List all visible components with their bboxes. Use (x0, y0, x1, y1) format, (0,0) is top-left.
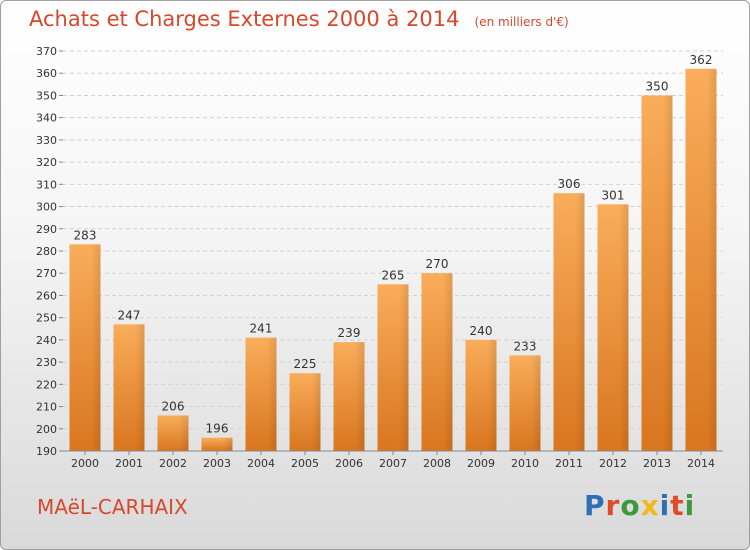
logo-letter: r (605, 489, 621, 522)
x-tick-label: 2005 (291, 457, 319, 470)
y-tick-label: 280 (36, 245, 57, 258)
x-tick-label: 2013 (643, 457, 671, 470)
data-label: 301 (602, 188, 625, 202)
y-tick-label: 240 (36, 334, 57, 347)
y-tick-label: 210 (36, 401, 57, 414)
data-label: 225 (294, 357, 317, 371)
y-tick-label: 360 (36, 67, 57, 80)
data-labels: 283 247 206 196 241 225 239 265 270 240 233 306 301 3… (74, 53, 713, 436)
bar-shade (289, 373, 321, 451)
data-label: 247 (118, 308, 141, 322)
bar-shade (377, 284, 409, 451)
x-tick-label: 2000 (71, 457, 99, 470)
bar-shade (641, 95, 673, 451)
x-tick-label: 2012 (599, 457, 627, 470)
x-tick-label: 2008 (423, 457, 451, 470)
x-tick-label: 2007 (379, 457, 407, 470)
y-tick-label: 310 (36, 178, 57, 191)
y-tick-label: 250 (36, 312, 57, 325)
y-tick-label: 290 (36, 223, 57, 236)
x-tick-label: 2009 (467, 457, 495, 470)
chart-subtitle: (en milliers d'€) (474, 15, 569, 29)
bar-shade (421, 273, 453, 451)
data-label: 283 (74, 228, 97, 242)
y-tick-label: 200 (36, 423, 57, 436)
data-label: 306 (558, 177, 581, 191)
data-label: 240 (470, 324, 493, 338)
y-tick-label: 260 (36, 289, 57, 302)
y-tick-label: 370 (36, 45, 57, 58)
y-tick-label: 230 (36, 356, 57, 369)
y-tick-label: 340 (36, 112, 57, 125)
bar-shade (465, 339, 497, 451)
chart-title: Achats et Charges Externes 2000 à 2014 (29, 7, 460, 31)
bar-shade (509, 355, 541, 451)
logo-letter: o (620, 489, 641, 522)
logo-letter: t (670, 489, 685, 522)
x-tick-label: 2006 (335, 457, 363, 470)
x-axis-ticks: 2000 2001 2002 2003 2004 2005 2006 2007 2008 2009… (71, 451, 715, 470)
y-tick-label: 220 (36, 378, 57, 391)
y-axis-ticks: 190 200 210 220 230 240 250 260 270 280 290 300 310 3… (36, 45, 63, 458)
x-tick-label: 2004 (247, 457, 275, 470)
bar-shade (113, 324, 145, 451)
y-tick-label: 330 (36, 134, 57, 147)
bars (69, 68, 717, 452)
bar-shade (597, 204, 629, 451)
bar-shade (553, 193, 585, 451)
y-tick-label: 320 (36, 156, 57, 169)
logo-letter: i (659, 489, 671, 522)
x-tick-label: 2011 (555, 457, 583, 470)
x-tick-label: 2010 (511, 457, 539, 470)
data-label: 362 (690, 53, 713, 67)
data-label: 350 (646, 79, 669, 93)
data-label: 270 (426, 257, 449, 271)
data-label: 265 (382, 268, 405, 282)
x-tick-label: 2003 (203, 457, 231, 470)
bar-shade (685, 68, 717, 452)
y-tick-label: 350 (36, 89, 57, 102)
bar-shade (201, 437, 233, 451)
logo-letter: x (640, 489, 660, 522)
bar-shade (245, 337, 277, 451)
title-block: Achats et Charges Externes 2000 à 2014 (… (29, 7, 569, 31)
bar-shade (157, 415, 189, 451)
data-label: 239 (338, 326, 361, 340)
bar-shade (69, 244, 101, 451)
x-tick-label: 2001 (115, 457, 143, 470)
commune-name: MAëL-CARHAIX (37, 495, 188, 519)
bar-shade (333, 342, 365, 451)
y-tick-label: 300 (36, 201, 57, 214)
y-tick-label: 270 (36, 267, 57, 280)
logo-letter: P (584, 489, 606, 522)
data-label: 233 (514, 339, 537, 353)
logo-letter: i (684, 489, 696, 522)
data-label: 241 (250, 322, 273, 336)
x-tick-label: 2002 (159, 457, 187, 470)
x-tick-label: 2014 (687, 457, 715, 470)
data-label: 206 (162, 399, 185, 413)
y-tick-label: 190 (36, 445, 57, 458)
proxiti-logo[interactable]: Proxiti (584, 489, 695, 522)
data-label: 196 (206, 422, 229, 436)
